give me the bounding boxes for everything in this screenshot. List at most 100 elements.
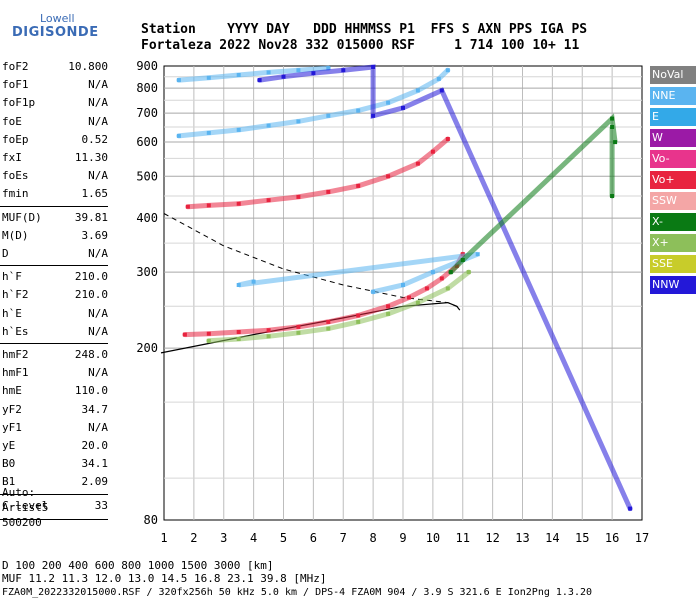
data-point [206,75,211,80]
data-point [296,324,301,329]
param-label: B1 [2,475,16,489]
data-point [206,338,211,343]
legend-item-sse: SSE [650,255,696,273]
param-row: foF1 N/A [2,76,108,94]
param-value: 0.52 [81,132,109,146]
param-value: 39.81 [74,210,108,224]
separator [0,265,108,267]
data-point [460,258,465,262]
data-point [326,66,331,71]
param-value: 210.0 [74,288,108,302]
data-point [236,337,241,341]
param-value: 3.69 [81,228,109,242]
param-row: h`Es N/A [2,323,108,341]
logo-brand: Lowell [40,12,75,25]
logo-product: DIGISONDE [12,25,99,40]
ionogram-plot: 1 2 3 4 5 6 7 8 9 10 11 12 13 14 15 16 17802003004005006… [136,59,649,545]
data-point [610,194,615,198]
x-tick-label: 14 [545,531,559,545]
param-value: 1.65 [81,187,109,201]
data-point [445,286,450,291]
data-point [257,78,262,83]
x-tick-label: 1 [160,531,167,545]
y-tick-label: 700 [136,106,158,120]
param-row: h`F2 210.0 [2,286,108,304]
param-label: C-level [2,498,49,512]
header-row-2: Fortaleza 2022 Nov28 332 015000 RSF 1 71… [141,38,580,53]
footer-muf-row: MUF 11.2 11.3 12.0 13.0 14.5 16.8 23.1 3… [2,572,327,585]
legend-item-vo-: Vo+ [650,171,696,189]
param-row: hmE 110.0 [2,382,108,400]
param-value: N/A [88,169,108,183]
x-tick-label: 10 [426,531,440,545]
param-label: h`E [2,306,22,320]
x-tick-label: 5 [280,531,287,545]
x-tick-label: 9 [399,531,406,545]
data-point [236,283,241,287]
data-point [251,279,256,284]
y-tick-label: 300 [136,265,158,279]
param-row: D N/A [2,245,108,263]
data-point [371,113,376,118]
x-tick-label: 8 [370,531,377,545]
data-point [439,88,444,93]
data-point [430,149,435,154]
data-point [610,116,615,121]
data-point [236,330,241,334]
artist-code: 500200 [2,516,42,529]
separator [0,518,108,520]
param-value: N/A [88,420,108,434]
param-label: fmin [2,187,29,201]
param-label: foF2 [2,60,29,73]
data-point [326,189,331,194]
series-trace [206,269,472,344]
data-point [407,295,411,300]
data-point [182,332,187,337]
x-tick-label: 12 [485,531,499,545]
data-point [176,133,181,138]
footer-distance-row: D 100 200 400 600 800 1000 1500 3000 [km… [2,559,274,572]
x-tick-label: 6 [310,531,317,545]
x-tick-label: 16 [605,531,619,545]
data-point [356,108,361,113]
legend-item-ssw: SSW [650,192,696,210]
param-row: h`E N/A [2,305,108,323]
param-value: N/A [88,324,108,338]
x-tick-label: 17 [635,531,649,545]
series-trace [176,65,331,83]
param-value: N/A [88,114,108,128]
param-value: N/A [88,247,108,260]
data-point [296,119,301,124]
data-point [206,203,211,208]
series-trace [448,113,618,275]
legend-item-nne: NNE [650,87,696,105]
param-row: fmin 1.65 [2,185,108,203]
param-label: yF1 [2,420,22,434]
param-value: 20.0 [81,439,109,452]
data-point [401,105,405,110]
separator [0,493,108,495]
x-tick-label: 13 [515,531,529,545]
auto-label: Auto: [2,486,36,499]
param-label: hmF1 [2,366,29,380]
data-point [266,334,271,339]
data-point [386,311,391,316]
param-label: M(D) [2,228,29,242]
data-point [424,286,429,291]
data-point [386,304,391,309]
param-label: yF2 [2,402,22,416]
param-row: foE N/A [2,113,108,131]
param-value: N/A [88,78,108,92]
param-value: N/A [88,306,108,320]
data-point [296,330,301,335]
data-point [281,74,286,79]
data-point [628,506,633,511]
data-point [176,78,181,83]
data-point [371,289,376,294]
param-label: hmE [2,384,22,398]
param-label: foE [2,114,22,128]
legend-item-x-: X- [650,213,696,231]
data-point [206,130,211,135]
param-row: fxI 11.30 [2,149,108,167]
data-point [185,204,190,209]
